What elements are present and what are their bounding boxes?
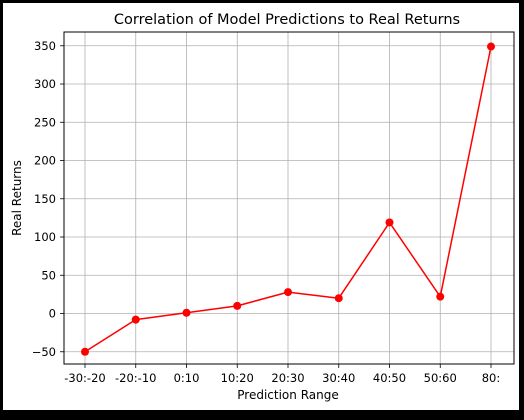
x-tick-label: 80: (482, 371, 501, 385)
data-point (233, 301, 242, 310)
series-line-layer (81, 42, 495, 356)
x-axis-label: Prediction Range (237, 388, 338, 402)
x-tick-label: 10:20 (221, 371, 254, 385)
y-tick-label: 200 (34, 154, 56, 168)
x-tick-label: 0:10 (174, 371, 200, 385)
grid-lines (64, 32, 514, 364)
data-point (385, 218, 394, 227)
chart-title: Correlation of Model Predictions to Real… (114, 12, 460, 28)
data-point (284, 288, 292, 297)
x-tick-label: 30:40 (322, 371, 355, 385)
figure-background (3, 3, 519, 410)
data-point (182, 308, 191, 317)
data-point (436, 292, 445, 301)
x-tick-label: 20:30 (271, 371, 304, 385)
y-tick-label: 150 (34, 192, 56, 206)
x-tick-label: 40:50 (373, 371, 406, 385)
y-tick-label: 300 (34, 77, 56, 91)
data-point (487, 42, 495, 51)
data-point (81, 347, 89, 356)
y-tick-label: 350 (34, 39, 56, 53)
y-tick-label: 50 (41, 268, 56, 282)
plot-area-frame (63, 31, 515, 365)
y-axis-label: Real Returns (10, 160, 24, 236)
y-tick-label: −50 (32, 345, 56, 359)
x-tick-label: -30:-20 (64, 371, 105, 385)
x-tick-label: 50:60 (424, 371, 457, 385)
y-tick-label: 100 (34, 230, 56, 244)
axes-layer: -30:-20 -20:-10 0:10 10:20 20:30 30:40 40:50 50… (32, 31, 515, 385)
data-point (131, 315, 140, 324)
x-tick-label: -20:-10 (115, 371, 156, 385)
y-tick-label: 0 (49, 307, 56, 321)
y-tick-label: 250 (34, 115, 56, 129)
data-point (334, 294, 343, 303)
